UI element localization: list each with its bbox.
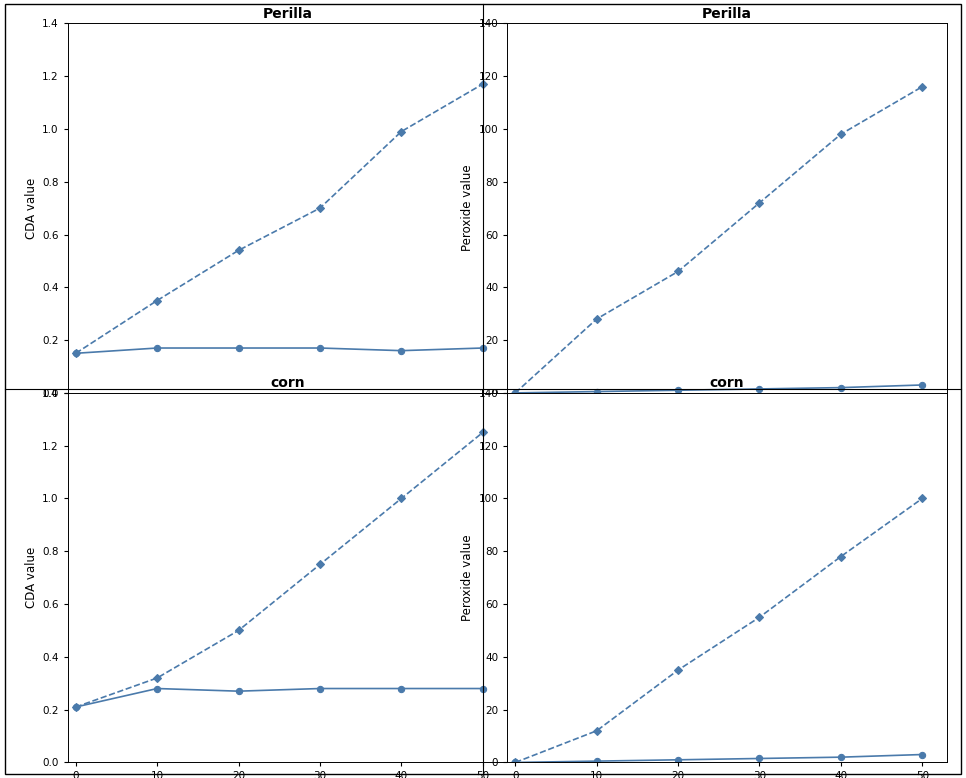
Legend: perilla-dark, perilla-light: perilla-dark, perilla-light — [627, 472, 827, 482]
corn-light — [70, 703, 81, 712]
Line: corn-dark: corn-dark — [512, 752, 925, 766]
corn-dark — [233, 686, 244, 696]
corn-light — [477, 428, 489, 437]
perilla-light — [152, 296, 163, 305]
corn-dark — [835, 752, 846, 762]
corn-dark — [753, 754, 765, 763]
corn-dark — [917, 750, 928, 759]
corn-light — [152, 673, 163, 682]
perilla-light — [477, 79, 489, 89]
perilla-light — [835, 129, 846, 138]
perilla-light — [591, 314, 603, 324]
Y-axis label: Peroxide value: Peroxide value — [461, 534, 474, 621]
perilla-light — [395, 127, 407, 136]
corn-dark — [477, 684, 489, 693]
X-axis label: Oxidation time (days): Oxidation time (days) — [223, 416, 352, 429]
perilla-dark — [395, 346, 407, 356]
Line: perilla-dark: perilla-dark — [72, 345, 486, 356]
perilla-dark — [591, 387, 603, 396]
Title: corn: corn — [710, 377, 744, 391]
perilla-dark — [314, 343, 326, 352]
perilla-dark — [753, 384, 765, 394]
Line: corn-dark: corn-dark — [72, 685, 486, 710]
Title: Perilla: Perilla — [263, 7, 312, 21]
perilla-dark — [917, 380, 928, 390]
perilla-dark — [233, 343, 244, 352]
perilla-light — [753, 198, 765, 208]
Legend: perilla-dark, perilla-light: perilla-dark, perilla-light — [187, 472, 387, 482]
corn-dark — [70, 703, 81, 712]
corn-dark — [509, 758, 521, 767]
corn-light — [753, 612, 765, 622]
Title: Perilla: Perilla — [702, 7, 752, 21]
Y-axis label: CDA value: CDA value — [25, 547, 38, 608]
corn-light — [591, 726, 603, 735]
perilla-dark — [477, 343, 489, 352]
corn-light — [395, 494, 407, 503]
perilla-light — [314, 204, 326, 213]
corn-dark — [152, 684, 163, 693]
Line: corn-light: corn-light — [72, 429, 486, 710]
Line: corn-light: corn-light — [512, 496, 925, 766]
perilla-dark — [672, 386, 684, 395]
corn-light — [509, 758, 521, 767]
corn-light — [835, 552, 846, 561]
perilla-dark — [509, 388, 521, 398]
perilla-dark — [70, 349, 81, 358]
perilla-light — [233, 246, 244, 255]
perilla-dark — [835, 383, 846, 392]
Y-axis label: Peroxide value: Peroxide value — [461, 165, 474, 251]
Line: perilla-light: perilla-light — [72, 81, 486, 356]
corn-dark — [395, 684, 407, 693]
Line: perilla-dark: perilla-dark — [512, 382, 925, 396]
Title: corn: corn — [270, 377, 304, 391]
corn-light — [672, 665, 684, 675]
corn-light — [314, 560, 326, 569]
perilla-dark — [152, 343, 163, 352]
corn-dark — [672, 755, 684, 765]
corn-light — [233, 626, 244, 635]
X-axis label: Oxidation time (days): Oxidation time (days) — [663, 416, 791, 429]
perilla-light — [672, 267, 684, 276]
Y-axis label: CDA value: CDA value — [25, 177, 38, 239]
perilla-light — [509, 388, 521, 398]
corn-dark — [314, 684, 326, 693]
Line: perilla-light: perilla-light — [512, 83, 925, 396]
perilla-light — [70, 349, 81, 358]
perilla-light — [917, 82, 928, 91]
corn-light — [917, 494, 928, 503]
corn-dark — [591, 756, 603, 766]
